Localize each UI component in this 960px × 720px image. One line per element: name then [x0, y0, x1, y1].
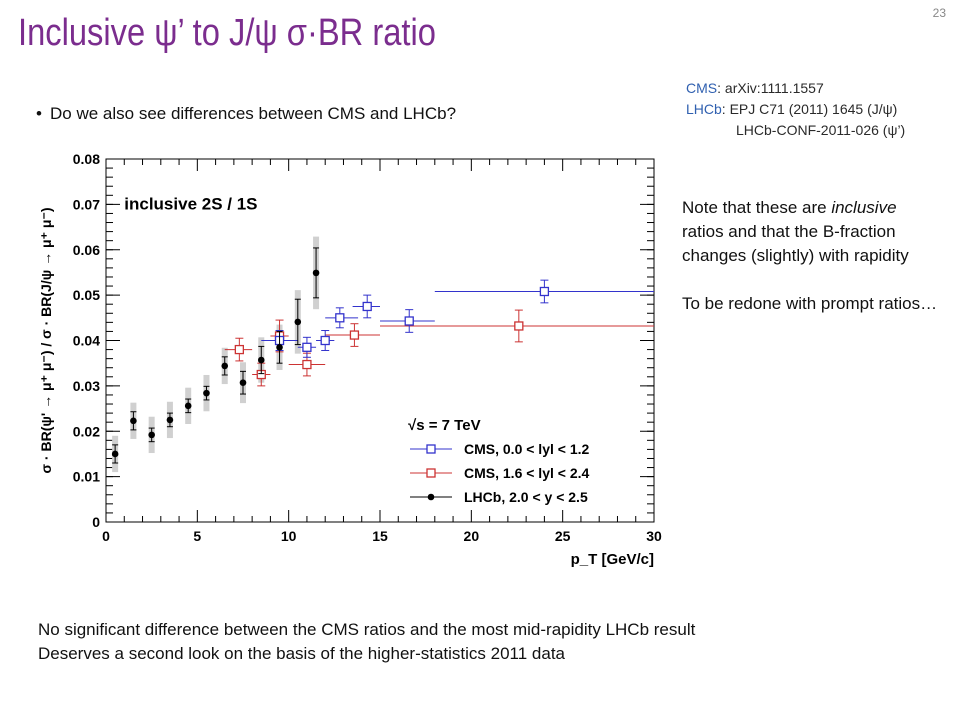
y-tick-label: 0.08	[73, 151, 100, 167]
legend-label-cms-central: CMS, 0.0 < lyl < 1.2	[464, 441, 590, 457]
conclusion-text: No significant difference between the CM…	[38, 618, 695, 666]
conclusion-line-1: No significant difference between the CM…	[38, 620, 696, 639]
lhcb-point	[239, 379, 247, 386]
note-prompt: To be redone with prompt ratios…	[682, 294, 938, 313]
cms-forward-point	[514, 321, 524, 331]
lhcb-point	[221, 362, 229, 370]
y-tick-label: 0	[92, 514, 100, 530]
y-axis-label: σ · BR(ψ' → μ⁺ μ⁻) / σ · BR(J/ψ → μ⁺ μ⁻)	[38, 207, 54, 473]
x-tick-label: 15	[372, 528, 388, 544]
chart-title: inclusive 2S / 1S	[124, 194, 257, 213]
cms-central-point	[335, 313, 345, 323]
page-title: Inclusive ψ’ to J/ψ σ·BR ratio	[18, 12, 436, 54]
lhcb-point	[203, 389, 210, 397]
lhcb-point	[184, 402, 192, 410]
slide-number: 23	[932, 6, 946, 20]
cms-forward-point	[349, 330, 360, 340]
x-tick-label: 5	[193, 528, 201, 544]
legend-marker-cms-central	[426, 444, 436, 454]
y-tick-label: 0.06	[73, 242, 100, 258]
legend-header: √s = 7 TeV	[408, 417, 481, 434]
cms-central-point	[362, 301, 372, 312]
conclusion-line-2: Deserves a second look on the basis of t…	[38, 644, 565, 663]
y-tick-label: 0.04	[73, 333, 100, 349]
y-tick-label: 0.01	[73, 469, 100, 485]
x-tick-label: 20	[464, 528, 480, 544]
lhcb-point	[257, 356, 265, 364]
ref-lhcb-value: : EPJ C71 (2011) 1645 (J/ψ)	[721, 101, 898, 117]
y-tick-label: 0.02	[73, 423, 100, 439]
side-note: Note that these are inclusive ratios and…	[682, 196, 942, 340]
lhcb-point	[130, 417, 137, 425]
x-tick-label: 25	[555, 528, 571, 544]
lhcb-point	[111, 450, 119, 458]
legend-marker-lhcb	[427, 493, 435, 501]
cms-forward-point	[234, 344, 244, 355]
ref-cms-value: : arXiv:1111.1557	[717, 80, 824, 96]
lhcb-point	[276, 344, 283, 351]
x-tick-label: 0	[102, 528, 110, 544]
legend-label-lhcb: LHCb, 2.0 < y < 2.5	[464, 489, 588, 505]
note-inclusive: Note that these are inclusive ratios and…	[682, 198, 909, 265]
x-tick-label: 10	[281, 528, 297, 544]
legend-label-cms-forward: CMS, 1.6 < lyl < 2.4	[464, 465, 590, 481]
lhcb-point	[166, 416, 174, 424]
ratio-chart: 0 5 10 15 20 25 30 0 0.01 0.02 0.03 0.04 0.05 0.06 0.0…	[38, 151, 662, 568]
references: CMS: arXiv:1111.1557 LHCb: EPJ C71 (2011…	[686, 78, 905, 141]
y-tick-label: 0.03	[73, 378, 100, 394]
bullet-question: Do we also see differences between CMS a…	[36, 104, 456, 124]
x-tick-label: 30	[646, 528, 662, 544]
cms-forward-point	[302, 359, 312, 370]
cms-central-point	[539, 286, 550, 297]
cms-central-point	[302, 342, 312, 352]
cms-central-point	[320, 335, 330, 346]
ref-cms-key: CMS	[686, 80, 718, 96]
lhcb-point	[148, 431, 155, 439]
lhcb-point	[312, 269, 320, 277]
ref-lhcb-value-2: LHCb-CONF-2011-026 (ψ’)	[736, 122, 906, 138]
ref-lhcb-key: LHCb	[686, 101, 722, 117]
lhcb-point	[294, 318, 302, 326]
y-tick-label: 0.05	[73, 287, 100, 303]
cms-central-point	[404, 316, 414, 326]
x-axis-label: p_T [GeV/c]	[571, 551, 654, 568]
y-tick-label: 0.07	[73, 196, 100, 212]
legend-marker-cms-forward	[426, 468, 436, 478]
